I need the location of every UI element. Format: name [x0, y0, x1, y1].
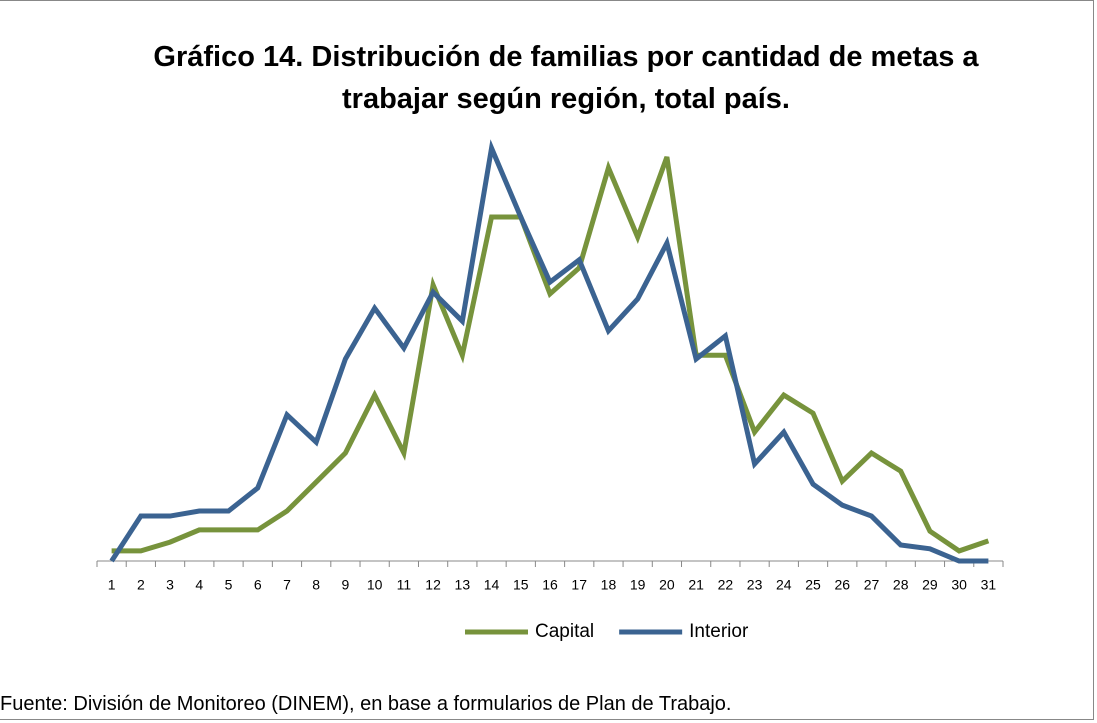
x-tick-label: 15 — [513, 577, 529, 593]
series-line — [111, 156, 990, 554]
x-tick-label: 8 — [312, 577, 320, 593]
series-line — [109, 139, 989, 564]
x-tick-label: 11 — [397, 577, 412, 593]
x-tick-label: 5 — [225, 577, 233, 593]
x-tick-label: 28 — [893, 577, 909, 593]
x-tick-label: 24 — [776, 577, 792, 593]
legend-label: Capital — [535, 621, 594, 642]
x-tick-label: 7 — [283, 577, 291, 593]
x-tick-label: 23 — [747, 577, 763, 593]
legend-label: Interior — [689, 621, 749, 642]
x-tick-label: 12 — [425, 577, 441, 593]
x-tick-label: 26 — [834, 577, 850, 593]
x-tick-label: 19 — [630, 577, 646, 593]
x-tick-label: 27 — [864, 577, 880, 593]
source-note: Fuente: División de Monitoreo (DINEM), e… — [0, 693, 732, 715]
x-tick-label: 1 — [108, 577, 116, 593]
x-tick-label: 31 — [981, 577, 997, 593]
x-tick-label: 10 — [367, 577, 383, 593]
x-tick-label: 21 — [688, 577, 704, 593]
x-tick-label: 6 — [254, 577, 262, 593]
x-tick-label: 17 — [571, 577, 587, 593]
x-tick-label: 14 — [484, 577, 500, 593]
x-tick-label: 13 — [455, 577, 471, 593]
x-tick-label: 9 — [342, 577, 350, 593]
x-tick-label: 16 — [542, 577, 558, 593]
x-tick-label: 4 — [195, 577, 203, 593]
x-tick-label: 22 — [718, 577, 734, 593]
x-tick-label: 20 — [659, 577, 675, 593]
x-tick-label: 29 — [922, 577, 938, 593]
chart-title: Gráfico 14. Distribución de familias por… — [153, 41, 979, 115]
x-tick-label: 25 — [805, 577, 821, 593]
x-tick-label: 3 — [166, 577, 174, 593]
x-tick-label: 2 — [137, 577, 145, 593]
x-tick-label: 18 — [601, 577, 617, 593]
x-tick-label: 30 — [951, 577, 967, 593]
